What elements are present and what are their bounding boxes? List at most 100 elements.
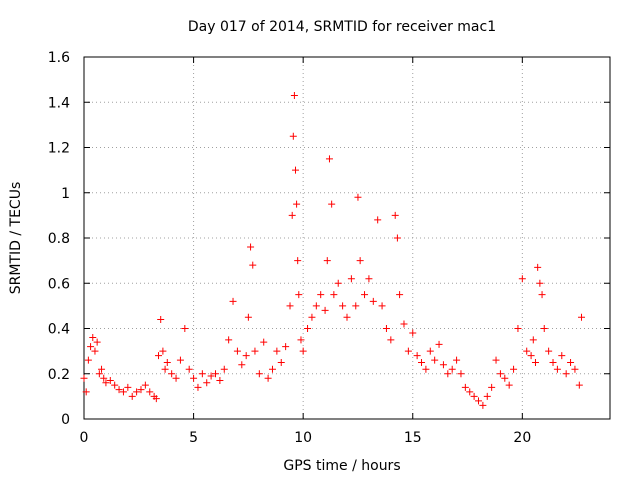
data-point xyxy=(95,370,103,378)
data-point xyxy=(238,361,246,369)
data-point xyxy=(212,370,219,378)
data-point xyxy=(251,347,259,355)
data-point xyxy=(571,365,579,373)
data-point xyxy=(102,379,110,387)
x-tick-label: 10 xyxy=(294,430,312,446)
data-point xyxy=(159,347,167,355)
data-point xyxy=(247,243,255,251)
data-point xyxy=(567,358,575,366)
data-point xyxy=(448,365,456,373)
data-point xyxy=(470,392,478,400)
data-point xyxy=(111,381,119,389)
data-point xyxy=(400,320,408,328)
data-point xyxy=(501,374,509,382)
data-point xyxy=(100,374,108,382)
data-point xyxy=(422,365,430,373)
data-point xyxy=(87,343,95,351)
x-tick-label: 15 xyxy=(404,430,422,446)
data-point xyxy=(518,275,526,283)
data-point xyxy=(475,397,482,405)
data-point xyxy=(545,347,553,355)
data-point xyxy=(365,275,373,283)
data-point xyxy=(91,347,99,355)
data-points xyxy=(80,91,586,409)
y-tick-label: 0.8 xyxy=(48,231,70,247)
data-point xyxy=(220,365,228,373)
data-point xyxy=(317,291,325,299)
data-point xyxy=(492,356,500,364)
data-point xyxy=(409,329,417,337)
data-point xyxy=(466,388,474,396)
data-point xyxy=(382,325,390,332)
data-point xyxy=(207,372,215,380)
data-point xyxy=(282,343,290,351)
data-point xyxy=(119,388,127,396)
data-point xyxy=(514,325,522,332)
data-point xyxy=(304,325,312,332)
data-point xyxy=(299,347,307,355)
y-tick-label: 0 xyxy=(61,412,70,428)
data-point xyxy=(531,358,539,366)
data-point xyxy=(391,211,399,219)
data-point xyxy=(578,313,586,321)
x-tick-label: 0 xyxy=(80,430,89,446)
data-point xyxy=(242,352,250,360)
data-point xyxy=(98,365,106,373)
data-point xyxy=(431,356,439,364)
y-tick-label: 0.6 xyxy=(48,276,70,292)
data-point xyxy=(393,234,401,242)
data-point xyxy=(312,302,320,310)
data-point xyxy=(290,91,298,99)
data-point xyxy=(137,386,145,394)
data-point xyxy=(529,336,537,344)
y-tick-label: 1.4 xyxy=(48,95,70,111)
data-point xyxy=(93,338,101,346)
data-point xyxy=(176,356,184,364)
y-axis-label: SRMTID / TECUs xyxy=(8,182,24,295)
data-point xyxy=(378,302,386,310)
data-point xyxy=(161,365,169,373)
data-point xyxy=(396,291,404,299)
data-point xyxy=(286,302,294,310)
data-point xyxy=(505,381,513,389)
data-point xyxy=(128,392,136,400)
y-tick-label: 1.2 xyxy=(48,141,70,157)
data-point xyxy=(352,302,360,310)
data-point xyxy=(404,347,412,355)
data-point xyxy=(185,365,193,373)
data-point xyxy=(268,365,276,373)
data-point xyxy=(439,361,447,369)
data-point xyxy=(347,275,355,283)
data-point xyxy=(435,340,443,348)
data-point xyxy=(229,297,237,305)
data-point xyxy=(115,386,123,394)
data-point xyxy=(233,347,241,355)
data-point xyxy=(146,388,154,396)
x-axis-label: GPS time / hours xyxy=(283,458,400,474)
data-point xyxy=(172,374,180,382)
data-point xyxy=(334,279,342,287)
y-tick-label: 0.2 xyxy=(48,367,70,383)
data-point xyxy=(225,336,233,344)
data-point xyxy=(540,325,548,332)
data-point xyxy=(295,291,303,299)
plot-frame xyxy=(83,56,611,420)
data-point xyxy=(483,392,491,400)
y-tick-label: 0.4 xyxy=(48,322,70,338)
data-point xyxy=(496,370,504,378)
data-point xyxy=(273,347,281,355)
x-tick-label: 20 xyxy=(513,430,531,446)
y-tick-label: 1 xyxy=(61,186,70,202)
data-point xyxy=(527,352,535,360)
axis-ticks: 0 5 10 15 20 0 0.2 0.4 0.6 0.8 1 1.2 1.4 1.6 xyxy=(48,50,610,446)
data-point xyxy=(461,383,469,391)
data-point xyxy=(510,365,518,373)
data-point xyxy=(294,257,302,265)
data-point xyxy=(558,352,566,360)
data-point xyxy=(163,358,171,366)
data-point xyxy=(354,193,362,201)
data-point xyxy=(124,383,132,391)
data-point xyxy=(426,347,434,355)
data-point xyxy=(534,263,542,271)
